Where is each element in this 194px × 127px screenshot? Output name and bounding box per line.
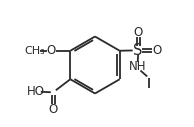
Text: S: S (133, 43, 143, 58)
Text: O: O (49, 103, 58, 116)
Text: O: O (152, 44, 162, 57)
Text: O: O (133, 26, 143, 39)
Text: O: O (47, 44, 56, 57)
Text: CH₃: CH₃ (24, 46, 45, 56)
Text: HO: HO (27, 85, 45, 98)
Text: NH: NH (129, 60, 146, 73)
